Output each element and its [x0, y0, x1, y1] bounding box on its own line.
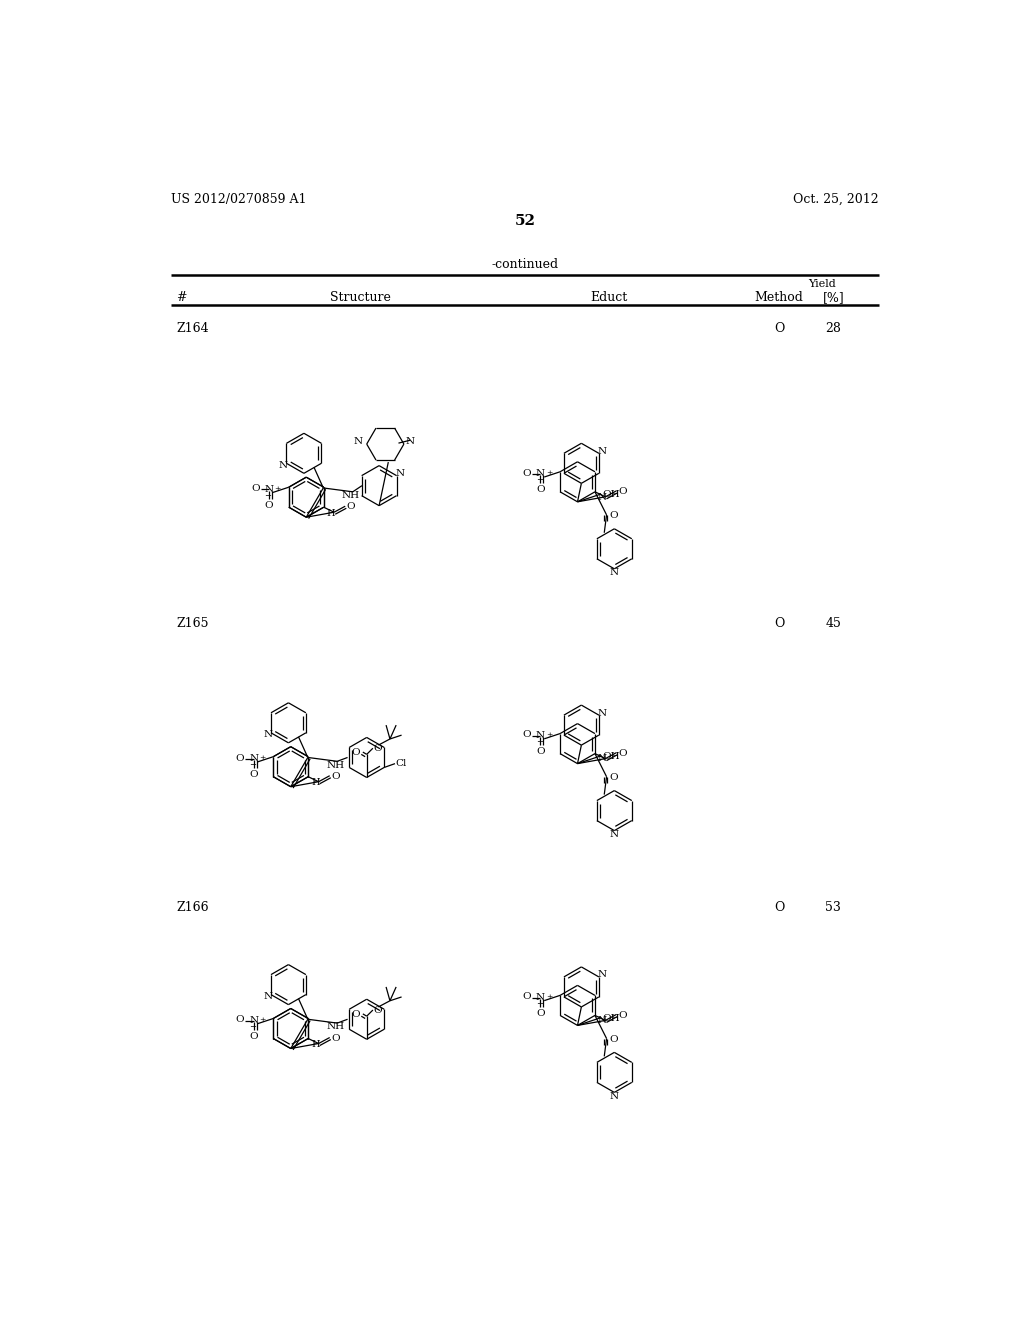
- Text: N: N: [263, 730, 272, 739]
- Text: −: −: [536, 738, 543, 746]
- Text: O: O: [347, 503, 355, 511]
- Text: NH: NH: [327, 1022, 344, 1031]
- Text: N: N: [597, 492, 606, 502]
- Text: NH: NH: [342, 491, 360, 500]
- Text: Yield: Yield: [808, 280, 836, 289]
- Text: O: O: [774, 322, 784, 335]
- Text: Oct. 25, 2012: Oct. 25, 2012: [794, 193, 879, 206]
- Text: O: O: [618, 487, 627, 496]
- Text: Z165: Z165: [176, 616, 209, 630]
- Text: −: −: [536, 477, 543, 484]
- Text: O: O: [251, 484, 260, 494]
- Text: O: O: [352, 1010, 360, 1019]
- Text: O: O: [249, 771, 258, 779]
- Text: NH: NH: [327, 760, 344, 770]
- Text: N: N: [249, 1016, 258, 1026]
- Text: Z166: Z166: [176, 902, 209, 915]
- Text: −: −: [249, 1023, 256, 1031]
- Text: O: O: [249, 1032, 258, 1041]
- Text: 28: 28: [825, 322, 841, 335]
- Text: N: N: [536, 993, 545, 1002]
- Text: +: +: [546, 731, 552, 739]
- Text: O: O: [331, 772, 340, 781]
- Text: O: O: [609, 511, 617, 520]
- Text: O: O: [536, 486, 545, 495]
- Text: O: O: [618, 1011, 627, 1019]
- Text: N: N: [353, 437, 362, 446]
- Text: −: −: [264, 491, 271, 500]
- Text: N: N: [597, 1016, 606, 1026]
- Text: #: #: [176, 290, 186, 304]
- Text: O: O: [522, 730, 531, 739]
- Text: O: O: [522, 993, 531, 1002]
- Text: O: O: [374, 744, 382, 754]
- Text: O: O: [352, 748, 360, 758]
- Text: -continued: -continued: [492, 259, 558, 272]
- Text: N: N: [609, 1092, 618, 1101]
- Text: O: O: [331, 1034, 340, 1043]
- Text: N: N: [279, 461, 288, 470]
- Text: O: O: [774, 616, 784, 630]
- Text: O: O: [536, 747, 545, 756]
- Text: H: H: [311, 1040, 319, 1049]
- Text: Educt: Educt: [590, 290, 627, 304]
- Text: N: N: [536, 731, 545, 741]
- Text: N: N: [536, 470, 545, 478]
- Text: N: N: [597, 755, 606, 763]
- Text: O: O: [236, 754, 245, 763]
- Text: 53: 53: [825, 902, 841, 915]
- Text: +: +: [274, 484, 281, 492]
- Text: O: O: [265, 500, 273, 510]
- Text: [%]: [%]: [822, 290, 844, 304]
- Text: −: −: [249, 762, 256, 770]
- Text: O: O: [522, 469, 531, 478]
- Text: O: O: [236, 1015, 245, 1024]
- Text: 52: 52: [514, 214, 536, 228]
- Text: N: N: [598, 970, 607, 979]
- Text: Cl: Cl: [395, 759, 408, 768]
- Text: O: O: [774, 902, 784, 915]
- Text: +: +: [546, 470, 552, 478]
- Text: N: N: [264, 484, 273, 494]
- Text: N: N: [406, 437, 415, 446]
- Text: Method: Method: [755, 290, 804, 304]
- Text: N: N: [249, 754, 258, 763]
- Text: N: N: [395, 469, 404, 478]
- Text: +: +: [546, 993, 552, 1001]
- Text: Z164: Z164: [176, 322, 209, 335]
- Text: O: O: [609, 774, 617, 781]
- Text: O: O: [536, 1008, 545, 1018]
- Text: +: +: [259, 754, 265, 762]
- Text: −: −: [536, 999, 543, 1008]
- Text: O: O: [609, 1035, 617, 1044]
- Text: US 2012/0270859 A1: US 2012/0270859 A1: [171, 193, 306, 206]
- Text: OH: OH: [602, 1014, 620, 1023]
- Text: 45: 45: [825, 616, 841, 630]
- Text: N: N: [598, 447, 607, 455]
- Text: +: +: [259, 1016, 265, 1024]
- Text: N: N: [263, 993, 272, 1001]
- Text: N: N: [598, 709, 607, 718]
- Text: H: H: [327, 508, 336, 517]
- Text: O: O: [618, 748, 627, 758]
- Text: H: H: [311, 779, 319, 787]
- Text: OH: OH: [602, 491, 620, 499]
- Text: N: N: [609, 830, 618, 840]
- Text: N: N: [609, 568, 618, 577]
- Text: OH: OH: [602, 752, 620, 762]
- Text: Structure: Structure: [330, 290, 391, 304]
- Text: O: O: [374, 1006, 382, 1015]
